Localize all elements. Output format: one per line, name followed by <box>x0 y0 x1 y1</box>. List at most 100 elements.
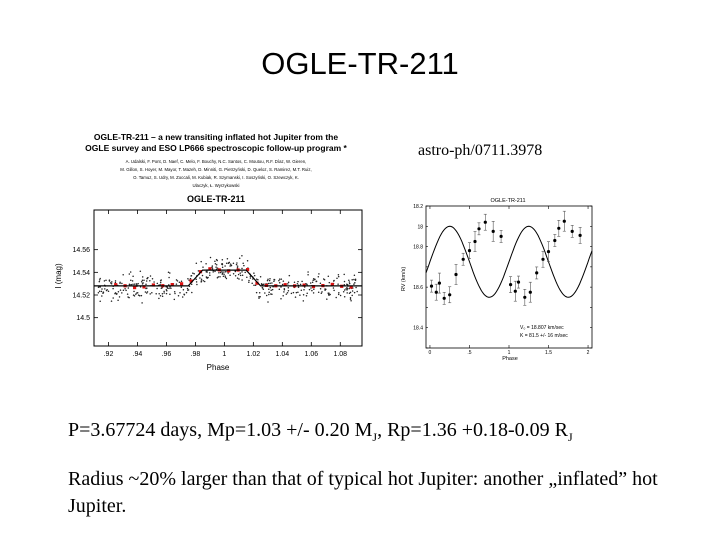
lc-data-point <box>348 281 351 283</box>
lc-data-point <box>356 290 358 293</box>
lc-binned-point <box>349 285 353 289</box>
lc-data-point <box>224 265 226 267</box>
lc-data-point <box>141 276 144 278</box>
lc-data-point <box>313 288 315 290</box>
lc-data-point <box>139 286 142 288</box>
lc-data-point <box>258 296 260 298</box>
lc-data-point <box>170 287 172 290</box>
lc-data-point <box>196 283 198 286</box>
rv-data-point <box>434 290 438 294</box>
lc-data-point <box>353 278 355 281</box>
lc-data-point <box>132 275 134 277</box>
lc-data-point <box>127 296 129 298</box>
lc-data-point <box>175 279 178 281</box>
lc-data-point <box>243 264 245 267</box>
lc-data-point <box>129 271 132 273</box>
lc-data-point <box>141 279 144 281</box>
lc-data-point <box>136 291 139 294</box>
lc-data-point <box>269 282 271 284</box>
lc-data-point <box>169 272 171 274</box>
lc-data-point <box>168 287 170 290</box>
lc-data-point <box>236 262 238 264</box>
lc-data-point <box>248 281 250 283</box>
rv-data-point <box>461 257 465 261</box>
lc-data-point <box>122 289 125 292</box>
lc-data-point <box>140 280 143 283</box>
lc-x-tick-label: 1.06 <box>304 351 318 358</box>
lc-data-point <box>116 292 118 295</box>
lc-data-point <box>167 271 170 274</box>
rv-data-point <box>570 229 574 233</box>
lc-data-point <box>268 291 270 293</box>
lc-data-point <box>343 284 346 286</box>
lc-data-point <box>280 286 282 288</box>
lc-data-point <box>288 274 291 277</box>
lc-data-point <box>294 296 297 298</box>
lc-data-point <box>336 277 338 279</box>
lc-data-point <box>218 271 220 274</box>
lc-data-point <box>199 277 201 279</box>
lc-data-point <box>319 282 322 284</box>
lc-data-point <box>253 284 255 287</box>
paper-authors-line3: O. Tamuz, S. Udry, M. Zoccali, M. Kubiak… <box>133 175 299 180</box>
lc-data-point <box>305 283 307 285</box>
lc-data-point <box>195 281 198 283</box>
lc-data-point <box>200 260 202 263</box>
lc-data-point <box>99 300 101 303</box>
rv-xlabel: Phase <box>502 356 518 362</box>
rv-x-tick-label: 2 <box>587 350 590 356</box>
lc-data-point <box>149 275 152 277</box>
lc-data-point <box>273 280 275 283</box>
rv-data-point <box>557 226 561 230</box>
lc-data-point <box>203 280 206 283</box>
lc-data-point <box>321 291 323 293</box>
lc-data-point <box>260 283 263 285</box>
lc-x-tick-label: 1.08 <box>333 351 347 358</box>
lc-data-point <box>264 292 266 294</box>
lc-data-point <box>317 276 320 278</box>
lc-data-point <box>114 281 117 284</box>
lc-data-point <box>234 270 237 273</box>
lc-data-point <box>135 293 137 295</box>
inflated-note: Radius ~20% larger than that of typical … <box>68 468 658 517</box>
lc-data-point <box>351 290 354 292</box>
lc-data-point <box>254 284 257 286</box>
lc-data-point <box>353 283 355 285</box>
lc-data-point <box>119 282 121 284</box>
lc-data-point <box>200 281 202 283</box>
lc-data-point <box>287 290 290 292</box>
lc-data-point <box>200 278 203 280</box>
lc-data-point <box>192 272 194 274</box>
lc-data-point <box>221 271 223 273</box>
paper-authors-line1: A. Udalski, F. Pont, D. Naef, C. Melo, F… <box>126 159 307 164</box>
lc-data-point <box>337 293 340 296</box>
lc-data-point <box>317 291 320 293</box>
lc-data-point <box>137 282 139 285</box>
lc-data-point <box>212 271 214 273</box>
lc-data-point <box>132 283 134 286</box>
light-curve-svg: OGLE-TR-211 – a new transiting inflated … <box>54 132 363 372</box>
lc-data-point <box>343 289 346 291</box>
lc-data-point <box>130 279 132 282</box>
lc-data-point <box>225 262 228 265</box>
lc-data-point <box>102 292 104 295</box>
lc-data-point <box>173 298 176 301</box>
lc-data-point <box>215 266 217 268</box>
lc-data-point <box>354 278 357 281</box>
lc-data-point <box>178 281 181 284</box>
lc-data-point <box>181 296 184 298</box>
lc-data-point <box>299 283 302 286</box>
rv-y-tick-label: 18.6 <box>413 285 423 291</box>
lc-data-point <box>307 271 309 273</box>
lc-data-point <box>282 280 285 282</box>
lc-x-tick-label: 1.02 <box>247 351 261 358</box>
lc-binned-point <box>227 269 231 273</box>
rv-data-point <box>509 283 513 287</box>
lc-data-point <box>273 278 275 281</box>
lc-data-point <box>138 295 141 297</box>
lc-data-point <box>99 277 101 280</box>
lc-data-point <box>117 299 119 302</box>
lc-data-point <box>287 287 290 289</box>
lc-data-point <box>355 286 357 289</box>
lc-data-point <box>337 275 340 278</box>
